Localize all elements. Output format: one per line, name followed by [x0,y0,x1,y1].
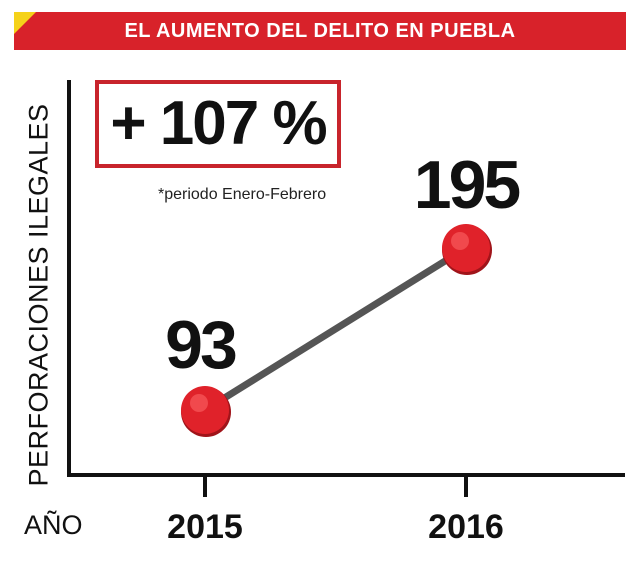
series-line [201,244,470,414]
data-label-2015: 93 [165,307,236,383]
title-corner-accent [14,12,36,34]
x-tick-label-2016: 2016 [428,508,504,546]
chart-title: EL AUMENTO DEL DELITO EN PUEBLA [124,20,516,42]
x-axis-label: AÑO [24,510,83,540]
data-point-highlight-2016 [451,232,469,250]
data-point-highlight-2015 [190,394,208,412]
title-bar: EL AUMENTO DEL DELITO EN PUEBLA [14,12,626,50]
data-label-2016: 195 [414,147,520,223]
x-tick-label-2015: 2015 [167,508,243,546]
data-point-2015 [181,386,229,434]
data-point-2016 [442,224,490,272]
percent-increase-box: + 107 % [95,80,341,168]
period-note: *periodo Enero-Febrero [158,186,327,203]
